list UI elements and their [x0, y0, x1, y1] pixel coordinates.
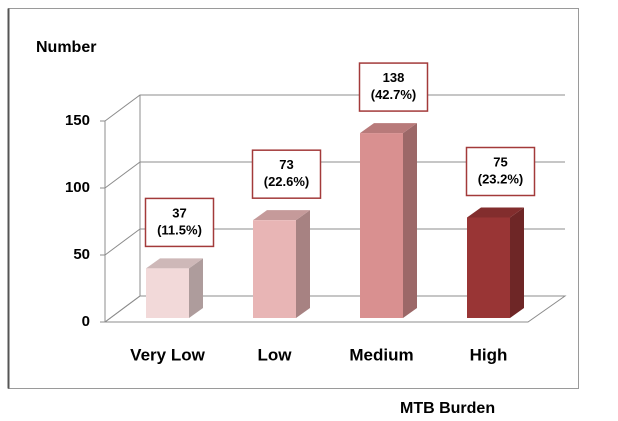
data-label: 73 (22.6%)	[264, 158, 310, 190]
bar-top	[146, 258, 203, 269]
data-label-line: (22.6%)	[264, 175, 310, 190]
data-label: 37 (11.5%)	[157, 206, 202, 238]
y-tick-label: 100	[65, 179, 90, 196]
grid-line	[104, 161, 565, 189]
data-label-box	[465, 146, 536, 197]
x-axis-label: MTB Burden	[400, 400, 495, 417]
data-label-box	[144, 197, 215, 248]
x-tick-label: High	[470, 345, 508, 364]
data-label-line: 138	[383, 71, 405, 86]
y-tick-label: 0	[82, 313, 90, 330]
bar-side	[189, 258, 203, 318]
bar-top	[253, 210, 310, 221]
grid-line	[104, 228, 565, 256]
bar-top	[467, 207, 524, 218]
data-label-line: (23.2%)	[478, 172, 524, 187]
y-tick-label: 50	[73, 246, 90, 263]
data-label-box	[358, 62, 429, 112]
data-label-line: (42.7%)	[371, 88, 417, 103]
x-tick-label: Medium	[349, 345, 413, 364]
data-label: 138 (42.7%)	[371, 71, 417, 103]
x-tick-label: Very Low	[130, 345, 205, 364]
data-label-line: (11.5%)	[157, 223, 202, 238]
bar-side	[296, 210, 310, 318]
data-label: 75 (23.2%)	[478, 155, 524, 187]
bar	[467, 217, 510, 318]
data-label-line: 73	[279, 158, 293, 173]
bar-top	[360, 123, 417, 134]
bar-side	[510, 207, 524, 318]
y-axis-label: Number	[36, 39, 96, 56]
y-tick-label: 150	[65, 112, 90, 129]
bar	[360, 133, 403, 318]
bar	[146, 268, 189, 318]
grid-line	[104, 295, 565, 323]
data-label-line: 37	[172, 206, 186, 221]
data-label-box	[251, 149, 322, 199]
data-label-line: 75	[493, 155, 507, 170]
bar	[253, 220, 296, 318]
bar-side	[403, 123, 417, 318]
x-tick-label: Low	[258, 345, 293, 364]
